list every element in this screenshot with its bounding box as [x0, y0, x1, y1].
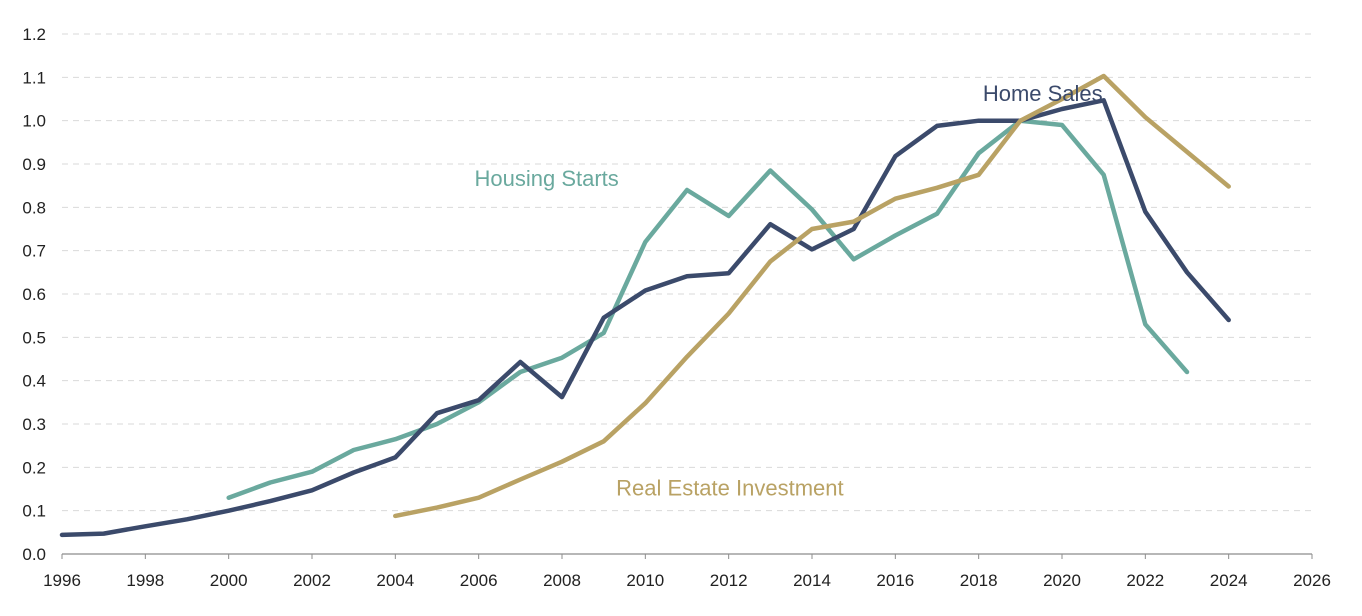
y-tick-label: 0.8: [22, 198, 46, 217]
x-tick-label: 2016: [876, 571, 914, 590]
y-tick-label: 0.3: [22, 415, 46, 434]
series-label-housing-starts: Housing Starts: [475, 166, 619, 191]
x-tick-label: 2008: [543, 571, 581, 590]
x-tick-label: 2006: [460, 571, 498, 590]
x-tick-label: 2000: [210, 571, 248, 590]
y-tick-label: 0.9: [22, 155, 46, 174]
series-label-home-sales: Home Sales: [983, 81, 1103, 106]
y-axis: 0.0 0.1 0.2 0.3 0.4 0.5 0.6 0.7 0.8 0.9 1.0 1.1 1.2: [22, 25, 46, 564]
x-tick-label: 2010: [626, 571, 664, 590]
y-tick-label: 1.1: [22, 68, 46, 87]
x-tick-label: 2018: [960, 571, 998, 590]
y-tick-label: 0.5: [22, 328, 46, 347]
x-tick-label: 2024: [1210, 571, 1248, 590]
x-tick-label: 1996: [43, 571, 81, 590]
x-axis: 1996 1998 2000 2002 2004 2006 2008 2010 2012 2014…: [43, 553, 1331, 590]
y-tick-label: 0.4: [22, 372, 46, 391]
x-tick-label: 2022: [1126, 571, 1164, 590]
series-line-home-sales: [59, 98, 1231, 538]
y-tick-label: 1.2: [22, 25, 46, 44]
x-tick-label: 2014: [793, 571, 831, 590]
x-tick-label: 2002: [293, 571, 331, 590]
y-tick-label: 0.6: [22, 285, 46, 304]
series-labels: Home Sales Housing Starts Real Estate Inve…: [475, 81, 1103, 500]
series-label-real-estate-investment: Real Estate Investment: [616, 476, 843, 501]
x-tick-label: 2020: [1043, 571, 1081, 590]
x-tick-label: 1998: [126, 571, 164, 590]
y-tick-label: 0.2: [22, 458, 46, 477]
series-lines: [59, 73, 1231, 538]
x-tick-label: 2004: [376, 571, 414, 590]
gridlines: [62, 33, 1312, 512]
series-line-housing-starts: [226, 118, 1190, 500]
y-tick-label: 0.1: [22, 502, 46, 521]
series-line-real-estate-investment: [393, 73, 1231, 519]
x-tick-label: 2026: [1293, 571, 1331, 590]
y-tick-label: 1.0: [22, 112, 46, 131]
y-tick-label: 0.0: [22, 545, 46, 564]
y-tick-label: 0.7: [22, 242, 46, 261]
x-tick-label: 2012: [710, 571, 748, 590]
